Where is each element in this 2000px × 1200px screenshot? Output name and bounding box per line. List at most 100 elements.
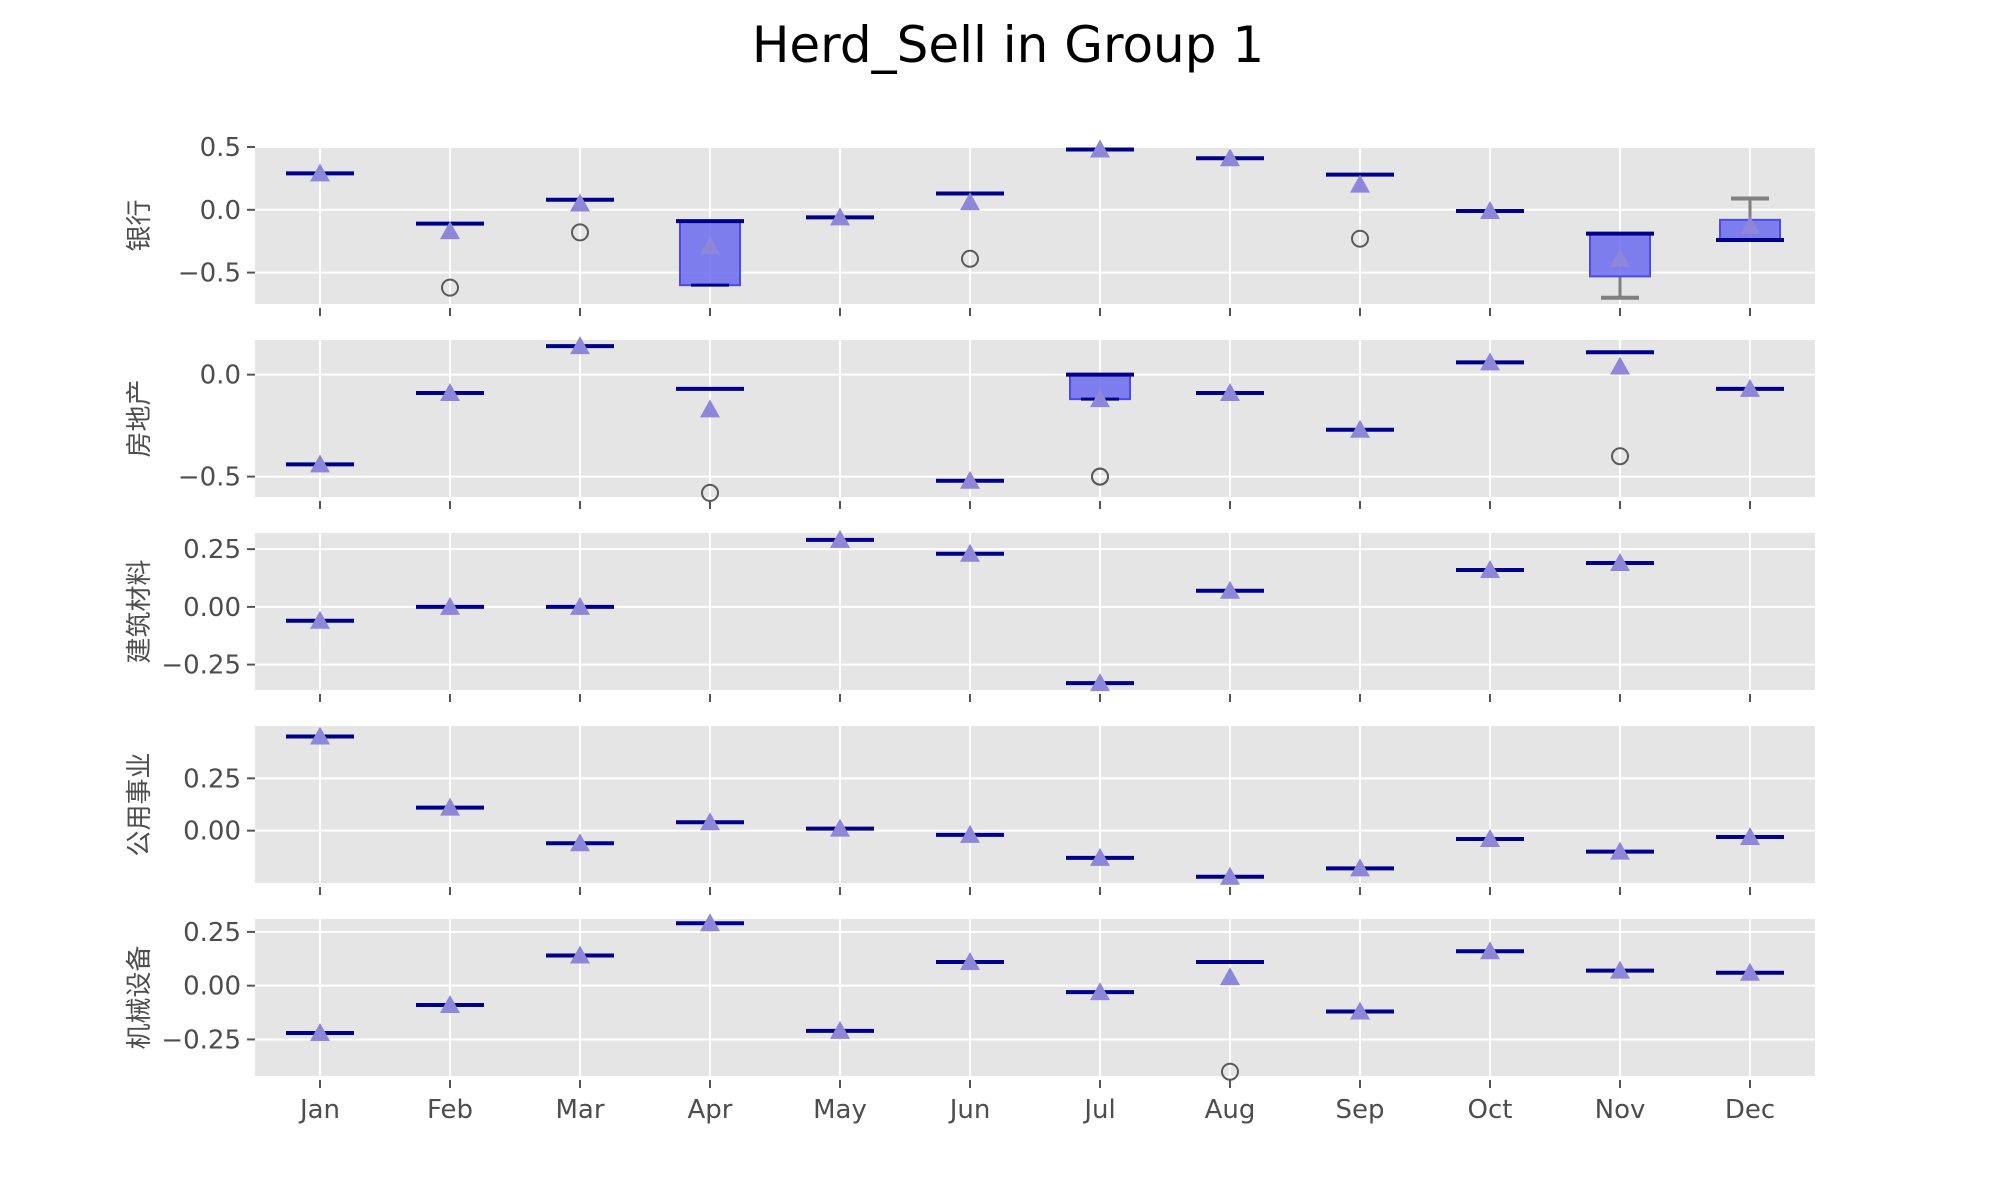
y-tick-label: 0.0 <box>200 196 241 226</box>
panel-background <box>255 340 1815 497</box>
x-tick-label: May <box>813 1095 867 1125</box>
box-aug <box>1196 866 1264 885</box>
box-jan <box>286 726 354 745</box>
box-sep <box>1326 172 1394 248</box>
mean-marker <box>1350 419 1370 438</box>
mean-marker <box>830 207 850 226</box>
box-jul <box>1066 139 1134 158</box>
y-tick-label: 0.00 <box>183 817 241 847</box>
box-dec <box>1716 962 1784 981</box>
y-tick-label: 0.25 <box>183 918 241 948</box>
mean-marker <box>1090 389 1110 408</box>
y-tick-label: −0.25 <box>161 1025 241 1055</box>
box-oct <box>1456 559 1524 578</box>
box-feb <box>416 797 484 816</box>
box-jan <box>286 454 354 473</box>
box-jan <box>286 1022 354 1041</box>
box-feb <box>416 221 484 297</box>
mean-marker <box>1480 352 1500 371</box>
box-aug <box>1196 580 1264 599</box>
mean-marker <box>1480 941 1500 960</box>
x-tick-label: Feb <box>427 1095 473 1125</box>
x-axis-labels: Jan Feb Mar Apr May Jun Jul Aug Sep Oct Nov Dec <box>298 1095 1775 1125</box>
mean-marker <box>830 529 850 548</box>
mean-marker <box>1220 148 1240 167</box>
box-jul <box>1066 982 1134 1001</box>
mean-marker <box>960 952 980 971</box>
mean-marker <box>1480 829 1500 848</box>
outlier-point <box>1611 447 1629 466</box>
panel-background <box>255 726 1815 883</box>
box-feb <box>416 995 484 1014</box>
box-jul <box>1066 673 1134 692</box>
box-jul <box>1066 847 1134 866</box>
panel-background <box>255 919 1815 1076</box>
mean-marker <box>310 454 330 473</box>
box-dec <box>1716 826 1784 845</box>
box-feb <box>416 596 484 615</box>
mean-marker <box>1220 580 1240 599</box>
mean-marker <box>570 596 590 615</box>
box-aug <box>1196 960 1264 1081</box>
x-tick-label: Aug <box>1205 1095 1256 1125</box>
mean-marker <box>570 193 590 212</box>
mean-marker <box>1220 383 1240 402</box>
box-mar <box>546 596 614 615</box>
box-dec <box>1716 196 1784 242</box>
panel-4: 0.25 0.00 公用事业 <box>125 726 1815 895</box>
chart-title: Herd_Sell in Group 1 <box>752 16 1264 74</box>
box-feb <box>416 383 484 402</box>
box-jun <box>936 191 1004 268</box>
box-nov <box>1586 553 1654 572</box>
box-sep <box>1326 419 1394 438</box>
y-axis-label: 机械设备 <box>125 945 155 1049</box>
y-tick-label: −0.5 <box>178 463 241 493</box>
y-tick-label: −0.5 <box>178 259 241 289</box>
box-sep <box>1326 858 1394 877</box>
box-may <box>806 818 874 837</box>
x-tick-label: Dec <box>1725 1095 1775 1125</box>
box-mar <box>546 336 614 355</box>
x-tick-label: Jun <box>948 1095 991 1125</box>
y-tick-label: 0.0 <box>200 361 241 391</box>
mean-marker <box>960 470 980 489</box>
box-nov <box>1586 231 1654 300</box>
panel-2: 0.0 −0.5 房地产 <box>125 336 1815 509</box>
y-axis-label: 建筑材料 <box>125 559 155 663</box>
mean-marker <box>700 913 720 932</box>
outlier-point <box>1221 1062 1239 1081</box>
box-oct <box>1456 941 1524 960</box>
outlier-point <box>1091 467 1109 486</box>
panels: 0.50.0−0.5银行0.0−0.5房地产0.250.00−0.25建筑材料0… <box>125 133 1815 1088</box>
y-tick-label: 0.00 <box>183 972 241 1002</box>
y-tick-label: 0.25 <box>183 764 241 794</box>
mean-marker <box>1610 841 1630 860</box>
mean-marker <box>960 192 980 211</box>
box-may <box>806 529 874 548</box>
box-dec <box>1716 378 1784 397</box>
mean-marker <box>700 399 720 418</box>
box-jun <box>936 470 1004 489</box>
y-tick-label: −0.25 <box>161 651 241 681</box>
box-oct <box>1456 829 1524 848</box>
panel-background <box>255 533 1815 690</box>
mean-marker <box>310 726 330 745</box>
mean-marker <box>310 163 330 182</box>
x-tick-label: Mar <box>555 1095 604 1125</box>
panel-1: 0.5 0.0 −0.5 银行 <box>125 133 1815 316</box>
x-tick-label: Apr <box>688 1095 733 1125</box>
mean-marker <box>1480 201 1500 220</box>
box-aug <box>1196 148 1264 167</box>
mean-marker <box>830 818 850 837</box>
x-tick-label: Nov <box>1595 1095 1646 1125</box>
mean-marker <box>1220 967 1240 986</box>
box-jun <box>936 952 1004 971</box>
mean-marker <box>1090 139 1110 158</box>
y-tick-label: 0.00 <box>183 593 241 623</box>
box-mar <box>546 193 614 242</box>
box-nov <box>1586 960 1654 979</box>
mean-marker <box>1610 553 1630 572</box>
box-jan <box>286 163 354 182</box>
mean-marker <box>440 797 460 816</box>
